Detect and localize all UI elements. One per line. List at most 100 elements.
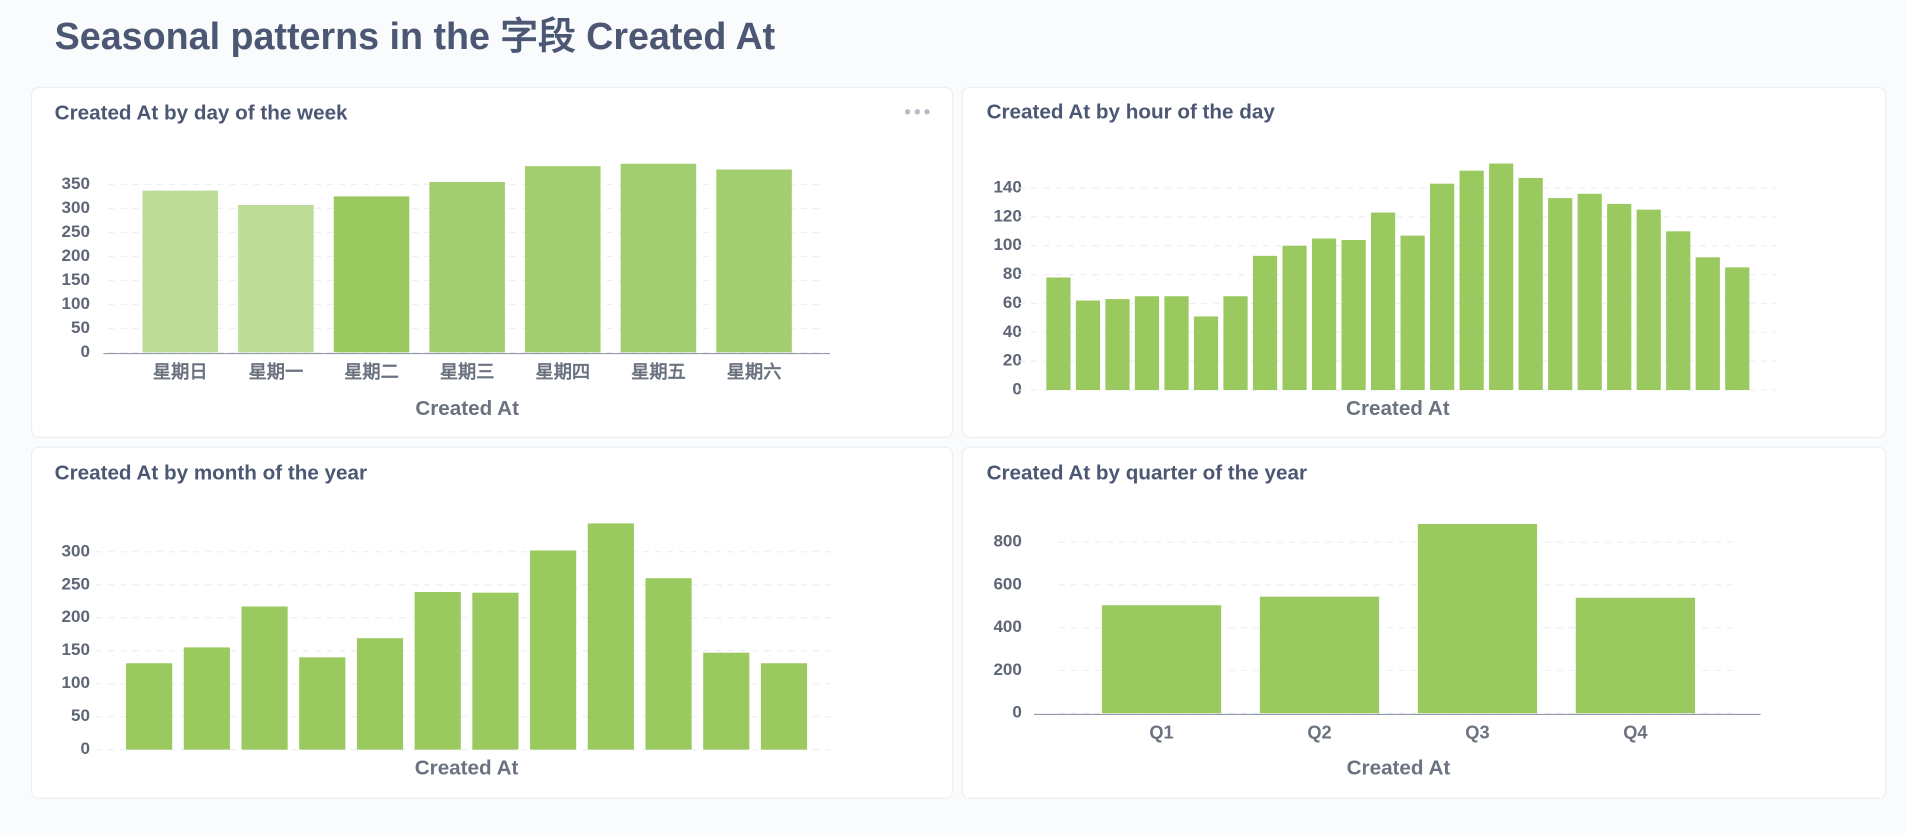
more-menu[interactable] — [904, 109, 930, 115]
bar — [1607, 203, 1632, 391]
bar — [1223, 296, 1248, 391]
y-tick-label: 0 — [80, 739, 89, 758]
y-tick-label: 80 — [1003, 264, 1022, 283]
bar — [1282, 245, 1307, 391]
x-tick-label: 星期日 — [153, 362, 208, 382]
chart-title: Created At by day of the week — [55, 102, 348, 125]
bar — [1101, 605, 1222, 714]
y-tick-label: 50 — [71, 318, 90, 337]
bar — [525, 166, 601, 353]
bar — [472, 592, 519, 750]
bar — [356, 638, 404, 750]
bar — [238, 205, 314, 353]
y-tick-label: 400 — [993, 617, 1021, 636]
bar — [333, 196, 410, 353]
y-tick-label: 800 — [993, 532, 1021, 551]
dashboard-title: Seasonal patterns in the 字段 Created At — [55, 15, 776, 57]
bar — [587, 523, 634, 750]
x-tick-label: Q3 — [1465, 723, 1489, 743]
bar — [1259, 596, 1380, 714]
y-tick-label: 50 — [71, 706, 90, 725]
dashboard-content: Seasonal patterns in the 字段 Created At C… — [30, 15, 1887, 799]
bar — [1518, 177, 1543, 391]
y-tick-label: 150 — [62, 270, 90, 289]
y-tick-label: 40 — [1003, 322, 1022, 341]
y-tick-label: 60 — [1003, 293, 1022, 312]
bar — [1636, 209, 1661, 391]
bar — [1046, 277, 1071, 391]
y-tick-label: 0 — [80, 342, 89, 361]
bar — [1725, 267, 1750, 391]
x-tick-label: Q1 — [1149, 723, 1173, 743]
bar — [1577, 193, 1602, 391]
x-axis-label: Created At — [1346, 397, 1450, 420]
dot — [914, 109, 920, 115]
dot — [924, 109, 930, 115]
y-tick-label: 140 — [993, 178, 1021, 197]
dot — [904, 109, 911, 115]
bar — [760, 663, 808, 750]
x-tick-label: 星期五 — [631, 362, 686, 382]
y-tick-label: 150 — [62, 640, 90, 659]
y-tick-label: 250 — [62, 574, 90, 593]
bar — [429, 181, 505, 353]
x-tick-label: 星期四 — [535, 362, 590, 382]
bar — [183, 647, 230, 750]
bar — [1459, 170, 1484, 391]
bar — [1489, 163, 1514, 391]
bar — [142, 190, 219, 353]
x-tick-label: Q2 — [1307, 723, 1331, 743]
y-tick-label: 120 — [993, 206, 1021, 225]
y-tick-label: 600 — [993, 574, 1021, 593]
bar — [1105, 299, 1130, 391]
chart-title: Created At by month of the year — [55, 461, 367, 484]
x-tick-label: Q4 — [1623, 723, 1648, 743]
x-axis-label: Created At — [1347, 757, 1451, 780]
bar — [703, 652, 750, 750]
y-tick-label: 100 — [993, 235, 1021, 254]
bar — [1252, 255, 1278, 391]
bar — [645, 578, 692, 750]
y-tick-label: 20 — [1003, 351, 1022, 370]
bar — [1134, 296, 1160, 391]
bar — [241, 606, 288, 750]
bar — [1370, 212, 1396, 391]
bar — [1575, 597, 1696, 714]
bar — [1164, 296, 1189, 391]
bar — [620, 163, 697, 353]
x-tick-label: 星期二 — [344, 362, 399, 382]
bar — [1417, 523, 1538, 714]
bar — [1193, 316, 1219, 391]
y-tick-label: 300 — [62, 198, 90, 217]
y-tick-label: 0 — [1012, 380, 1021, 399]
bar — [414, 592, 461, 750]
chart-title: Created At by quarter of the year — [987, 461, 1307, 484]
bar — [530, 550, 577, 750]
bar — [1666, 231, 1691, 391]
bar — [716, 169, 792, 353]
bar — [1548, 198, 1573, 391]
bar — [1400, 235, 1425, 391]
y-tick-label: 200 — [62, 246, 90, 265]
bar — [1311, 238, 1337, 391]
bar — [1341, 239, 1366, 391]
y-tick-label: 200 — [993, 660, 1021, 679]
y-tick-label: 100 — [62, 673, 90, 692]
y-tick-label: 300 — [62, 541, 90, 560]
y-tick-label: 0 — [1012, 703, 1021, 722]
x-tick-label: 星期三 — [440, 362, 495, 382]
bar — [299, 657, 346, 750]
x-axis-label: Created At — [415, 757, 519, 780]
x-axis-label: Created At — [415, 397, 519, 420]
x-tick-label: 星期一 — [249, 362, 304, 382]
chart-title: Created At by hour of the day — [987, 100, 1276, 123]
y-tick-label: 250 — [62, 222, 90, 241]
bar — [1695, 257, 1720, 391]
bar — [1430, 183, 1455, 391]
y-tick-label: 200 — [62, 607, 90, 626]
bar — [1075, 300, 1101, 391]
y-tick-label: 100 — [62, 294, 90, 313]
y-tick-label: 350 — [62, 174, 90, 193]
